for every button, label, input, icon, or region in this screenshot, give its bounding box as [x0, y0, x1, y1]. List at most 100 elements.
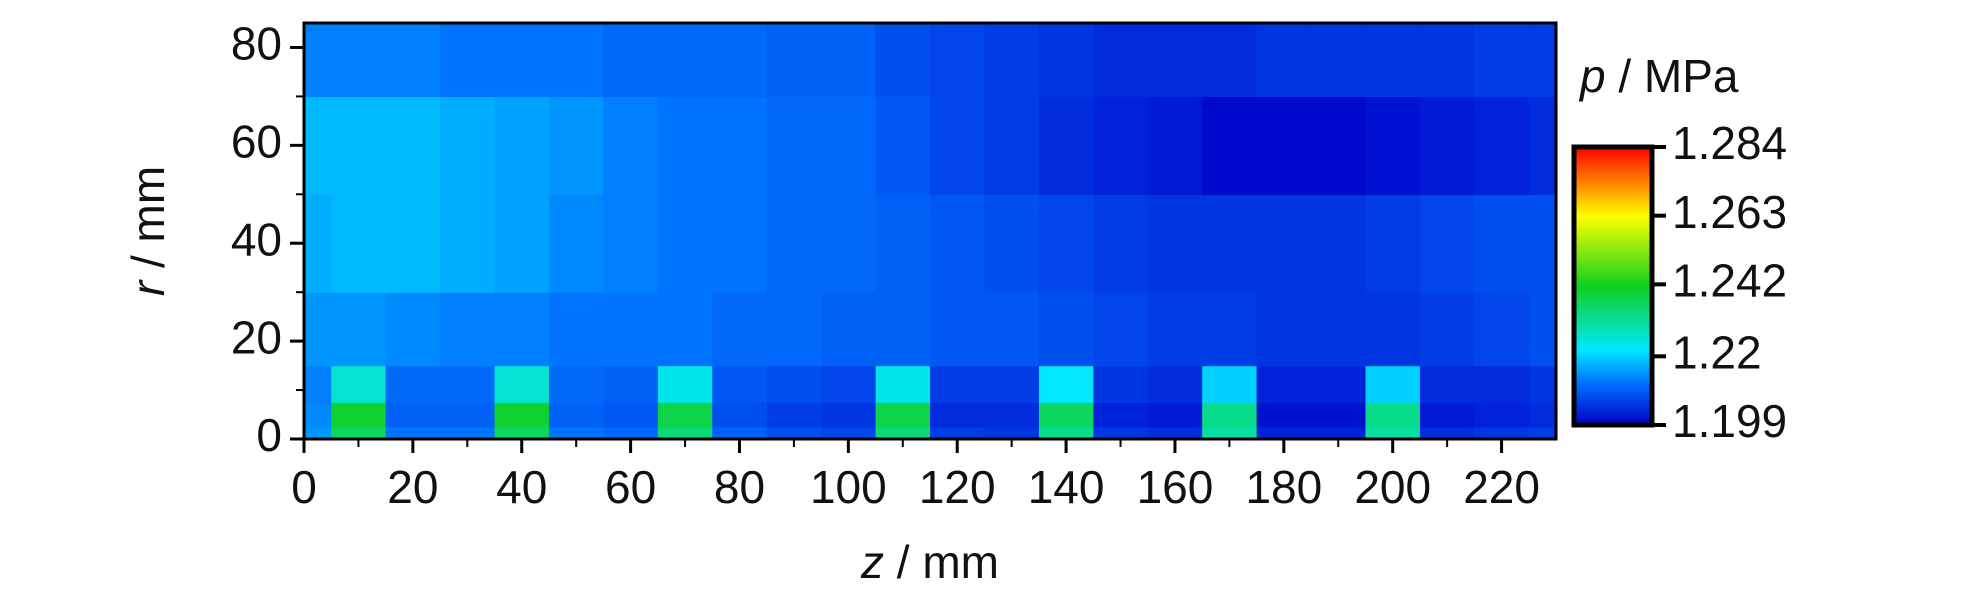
heat-cell: [304, 365, 332, 403]
heat-cell: [766, 194, 822, 293]
heat-cell: [821, 96, 877, 195]
heat-cell: [930, 96, 986, 195]
heat-cell: [331, 426, 387, 440]
heat-cell: [548, 426, 604, 440]
x-tick-label: 40: [496, 461, 547, 513]
heat-cell: [548, 194, 604, 293]
heat-cell: [1365, 292, 1421, 367]
heat-cell: [930, 426, 986, 440]
colorbar-title: p / MPa: [1578, 50, 1739, 102]
heat-cell: [440, 96, 496, 195]
x-tick-label: 140: [1028, 461, 1105, 513]
heat-cell: [766, 292, 822, 367]
heat-cell: [440, 23, 496, 98]
heat-cell: [603, 292, 659, 367]
heat-cell: [494, 365, 550, 403]
x-tick-label: 180: [1245, 461, 1322, 513]
heat-cell: [1147, 194, 1203, 293]
heat-cell: [1528, 426, 1557, 440]
heat-cell: [984, 426, 1040, 440]
heat-cell: [548, 365, 604, 403]
heat-cell: [1528, 292, 1557, 367]
heat-cell: [984, 402, 1040, 428]
heat-cell: [385, 23, 441, 98]
heat-cell: [440, 194, 496, 293]
heat-cell: [304, 402, 332, 428]
heat-cell: [603, 426, 659, 440]
heat-cell: [331, 402, 387, 428]
y-tick-label: 60: [231, 116, 282, 168]
heat-cell: [875, 194, 931, 293]
heat-cell: [766, 402, 822, 428]
heat-cell: [821, 292, 877, 367]
heat-cell: [1256, 365, 1312, 403]
heat-cell: [1202, 292, 1258, 367]
heat-cell: [1093, 194, 1149, 293]
heat-cell: [331, 96, 387, 195]
heat-cell: [603, 96, 659, 195]
heat-cell: [1311, 426, 1367, 440]
heat-cell: [1419, 426, 1475, 440]
heat-cell: [1474, 402, 1530, 428]
colorbar-tick-label: 1.263: [1672, 186, 1787, 238]
heat-cell: [1311, 194, 1367, 293]
heat-cell: [1528, 402, 1557, 428]
heat-cell: [875, 96, 931, 195]
heat-cell: [1365, 402, 1421, 428]
heat-cell: [1419, 96, 1475, 195]
heat-cell: [603, 402, 659, 428]
heat-cell: [1311, 402, 1367, 428]
heat-cell: [1202, 426, 1258, 440]
y-axis-title: r / mm: [122, 166, 174, 296]
heat-cell: [875, 402, 931, 428]
heat-cell: [930, 365, 986, 403]
colorbar-tick-label: 1.242: [1672, 255, 1787, 307]
heat-cell: [1256, 292, 1312, 367]
heat-cell: [984, 23, 1040, 98]
heat-cell: [304, 96, 332, 195]
heat-cell: [1147, 292, 1203, 367]
heat-cell: [1093, 292, 1149, 367]
heat-cell: [385, 194, 441, 293]
heat-cell: [712, 194, 768, 293]
heat-cell: [548, 96, 604, 195]
heat-cell: [1147, 426, 1203, 440]
heat-cell: [385, 96, 441, 195]
heat-cell: [657, 426, 713, 440]
heat-cell: [1093, 402, 1149, 428]
heat-cell: [331, 292, 387, 367]
heat-cell: [657, 96, 713, 195]
heat-cell: [1038, 365, 1094, 403]
heat-cell: [1093, 365, 1149, 403]
heat-cell: [1474, 365, 1530, 403]
x-tick-label: 120: [919, 461, 996, 513]
heat-cell: [440, 365, 496, 403]
heat-cell: [603, 365, 659, 403]
heat-cell: [603, 194, 659, 293]
heat-cell: [821, 194, 877, 293]
plot-frame: [302, 21, 1558, 441]
heat-cell: [766, 365, 822, 403]
heat-cell: [1038, 194, 1094, 293]
heat-cell: [1147, 96, 1203, 195]
heat-cell: [331, 194, 387, 293]
heat-cell: [440, 292, 496, 367]
heat-cell: [930, 23, 986, 98]
heat-cell: [304, 426, 332, 440]
heat-cell: [1202, 402, 1258, 428]
heat-cell: [984, 96, 1040, 195]
x-tick-label: 200: [1354, 461, 1431, 513]
colorbar: [1571, 144, 1655, 428]
heat-cell: [1093, 426, 1149, 440]
heat-cell: [1365, 194, 1421, 293]
heat-cell: [875, 23, 931, 98]
heat-cell: [1147, 402, 1203, 428]
heat-cell: [494, 402, 550, 428]
heat-cell: [1202, 365, 1258, 403]
heat-cell: [385, 365, 441, 403]
heat-cell: [712, 365, 768, 403]
heat-cell: [331, 365, 387, 403]
heat-cell: [548, 292, 604, 367]
heat-cell: [657, 23, 713, 98]
heat-cell: [385, 292, 441, 367]
